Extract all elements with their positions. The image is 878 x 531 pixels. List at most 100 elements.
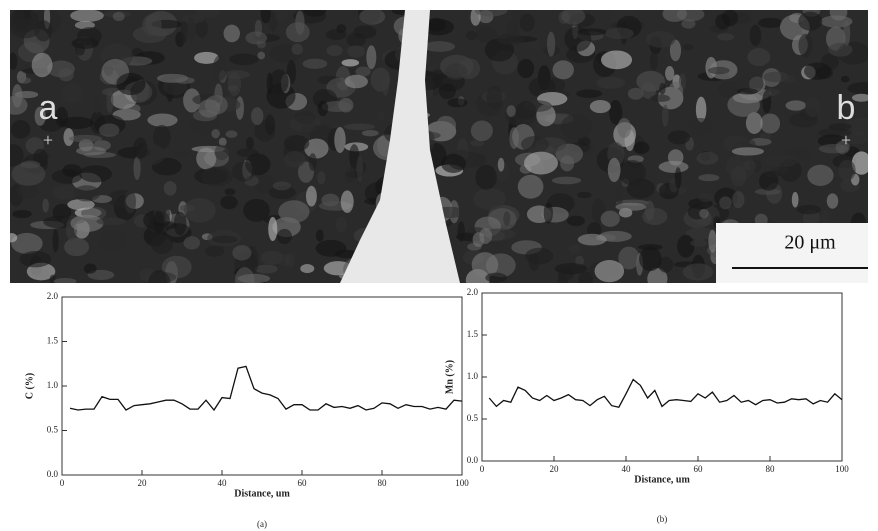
texture <box>214 144 229 161</box>
texture <box>608 99 623 125</box>
texture <box>470 139 485 147</box>
texture <box>607 157 621 183</box>
texture <box>10 95 28 115</box>
texture <box>174 150 190 158</box>
texture <box>708 66 730 75</box>
texture <box>60 116 94 129</box>
texture <box>340 190 354 213</box>
texture <box>698 174 720 182</box>
x-tick-label: 0 <box>480 464 485 474</box>
texture <box>440 153 466 174</box>
texture <box>618 246 640 270</box>
texture <box>315 239 347 257</box>
texture <box>633 141 650 155</box>
plot-frame <box>481 292 843 462</box>
texture <box>506 105 516 117</box>
texture <box>42 198 49 213</box>
x-tick-label: 80 <box>766 464 776 474</box>
texture <box>658 160 689 173</box>
texture <box>133 156 141 180</box>
texture <box>576 191 592 199</box>
texture <box>293 111 316 124</box>
texture <box>231 161 256 182</box>
texture <box>677 234 695 258</box>
texture <box>798 11 823 31</box>
texture <box>260 250 284 265</box>
micrograph <box>10 10 868 283</box>
texture <box>70 10 104 22</box>
texture <box>212 235 238 244</box>
texture <box>749 24 762 47</box>
texture <box>736 88 758 95</box>
texture <box>378 111 385 121</box>
texture <box>820 210 830 223</box>
x-tick-label: 20 <box>550 464 560 474</box>
y-tick-label: 1.5 <box>47 336 59 346</box>
data-line <box>69 365 463 412</box>
texture <box>600 210 620 227</box>
texture <box>106 89 114 114</box>
texture <box>285 253 295 268</box>
texture <box>649 94 671 102</box>
texture <box>685 227 716 240</box>
texture <box>462 10 471 24</box>
texture <box>503 211 511 226</box>
texture <box>200 166 234 187</box>
texture <box>690 239 707 247</box>
texture <box>317 171 326 185</box>
texture <box>79 165 113 183</box>
texture <box>423 41 456 52</box>
texture <box>759 132 772 140</box>
texture <box>515 101 537 120</box>
texture <box>291 43 303 55</box>
texture <box>335 216 347 233</box>
texture <box>133 137 148 159</box>
texture <box>681 18 696 29</box>
texture <box>58 68 74 82</box>
texture <box>578 271 593 283</box>
texture <box>93 94 101 115</box>
texture <box>732 92 763 104</box>
texture <box>356 155 364 182</box>
texture <box>124 189 137 214</box>
texture <box>227 85 239 92</box>
texture <box>564 26 592 52</box>
point-label: b <box>837 89 856 127</box>
texture <box>232 245 252 261</box>
texture <box>576 89 603 99</box>
texture <box>272 181 291 191</box>
texture <box>851 151 868 175</box>
texture <box>164 223 192 243</box>
texture <box>560 114 593 140</box>
texture <box>218 137 227 147</box>
texture <box>31 52 53 78</box>
y-tick-label: 0.5 <box>47 425 59 435</box>
texture <box>68 134 103 143</box>
texture <box>604 27 634 40</box>
texture <box>519 13 535 32</box>
texture <box>715 13 731 30</box>
texture <box>278 200 310 224</box>
y-tick-label: 1.0 <box>47 380 59 390</box>
texture <box>803 62 832 80</box>
texture <box>841 75 850 83</box>
texture <box>196 10 220 18</box>
y-axis-label: Mn (%) <box>444 360 455 394</box>
texture <box>257 51 266 60</box>
x-tick-label: 100 <box>455 478 469 488</box>
texture <box>64 237 90 257</box>
texture <box>600 50 633 70</box>
texture <box>517 58 535 79</box>
texture <box>254 264 278 274</box>
x-axis-label: Distance, um <box>234 488 290 499</box>
texture <box>18 77 32 84</box>
texture <box>497 157 505 172</box>
texture <box>268 216 278 242</box>
x-tick-label: 20 <box>138 478 148 488</box>
texture <box>277 228 292 245</box>
texture <box>188 117 220 136</box>
texture <box>496 33 525 45</box>
texture <box>520 135 550 153</box>
texture <box>851 93 868 102</box>
texture <box>796 204 822 215</box>
